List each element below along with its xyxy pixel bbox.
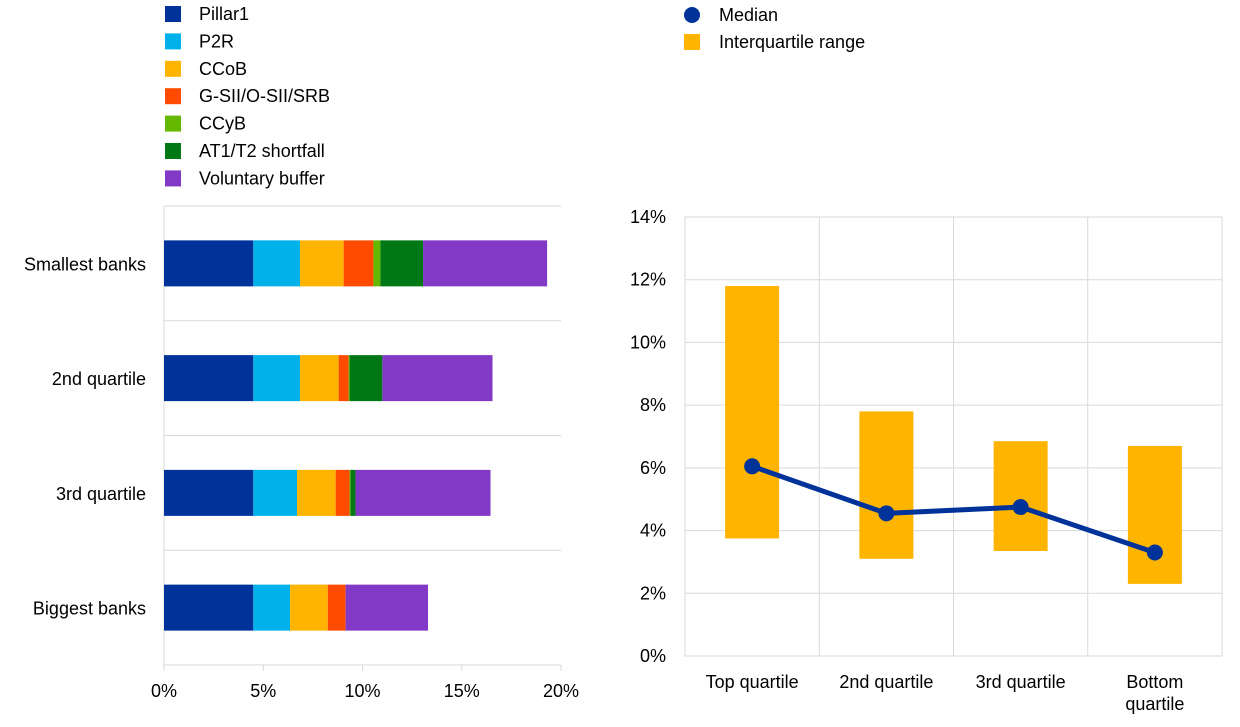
y-tick-label: 4% [640,521,666,541]
legend-swatch-1 [165,33,181,50]
legend-label-6: Voluntary buffer [199,168,325,188]
median-point [1012,499,1029,516]
y-tick-label: 2% [640,583,666,603]
x-tick-label: 5% [250,681,276,701]
median-point [744,458,761,475]
x-category-label: 2nd quartile [839,672,933,692]
legend-swatch-iqr [684,34,700,50]
x-category-label: Top quartile [706,672,799,692]
legend-label-3: G-SII/O-SII/SRB [199,86,330,106]
bar-segment [423,240,548,287]
legend-swatch-6 [165,170,181,187]
legend-label-5: AT1/T2 shortfall [199,141,325,161]
bar-segment [349,469,351,516]
bar-segment [299,240,344,287]
bar-segment [382,355,493,402]
y-tick-label: 14% [630,207,666,227]
legend-right: Median Interquartile range [684,5,865,52]
legend-label-iqr: Interquartile range [719,32,865,52]
bar-segment [296,469,336,516]
x-category-label: quartile [1125,694,1184,714]
legend-label-2: CCoB [199,59,247,79]
y-tick-label: 12% [630,270,666,290]
median-point [1146,544,1163,561]
stacked-bar-chart: Pillar1 P2R CCoB G-SII/O-SII/SRB CCyB AT1/T2 … [24,4,579,701]
bar-segment [164,469,254,516]
bar-segment [290,584,328,631]
x-category-label: 3rd quartile [976,672,1066,692]
bar-segment [164,584,254,631]
iqr-bar [1127,445,1182,584]
bar-segment [253,584,291,631]
bar-segment [355,469,491,516]
bar-segment [373,240,381,287]
legend-label-0: Pillar1 [199,4,249,24]
median-iqr-chart: Median Interquartile range 0% 2% 4% 6% 8% 10% 12… [630,5,1223,714]
legend-label-1: P2R [199,31,234,51]
bar-segment [335,469,350,516]
iqr-bar [993,441,1048,551]
bar-segment [253,355,300,402]
legend-left: Pillar1 P2R CCoB G-SII/O-SII/SRB CCyB AT1/T2 … [165,4,330,188]
category-label: 2nd quartile [52,369,146,389]
bar-segment [299,355,339,402]
bar-segment [253,469,297,516]
legend-swatch-3 [165,88,181,105]
legend-marker-median [684,7,700,23]
legend-label-4: CCyB [199,114,246,134]
bar-segment [338,355,349,402]
bar-segment [380,240,424,287]
y-tick-label: 10% [630,332,666,352]
median-line [751,463,1156,555]
iqr-bar [859,411,914,559]
median-point [878,505,895,522]
x-tick-label: 20% [543,681,579,701]
bar-segment [253,240,300,287]
bar-segment [164,355,254,402]
x-category-label: Bottom [1126,672,1183,692]
bar-segment [345,584,429,631]
y-tick-label: 0% [640,646,666,666]
bar-segment [343,240,374,287]
legend-swatch-5 [165,143,181,159]
category-label: 3rd quartile [56,484,146,504]
iqr-bar [725,285,780,539]
bar-segment [164,240,254,287]
x-tick-label: 15% [444,681,480,701]
legend-swatch-2 [165,60,181,77]
bar-segment [350,469,356,516]
legend-swatch-0 [165,6,181,22]
bar-segment [327,584,346,631]
x-tick-label: 10% [344,681,380,701]
y-tick-label: 8% [640,395,666,415]
bar-segment [348,355,350,402]
category-label: Smallest banks [24,254,146,274]
x-tick-label: 0% [151,681,177,701]
y-tick-label: 6% [640,458,666,478]
category-label: Biggest banks [33,599,146,619]
legend-swatch-4 [165,115,181,132]
bar-segment [349,355,383,402]
legend-label-median: Median [719,5,778,25]
